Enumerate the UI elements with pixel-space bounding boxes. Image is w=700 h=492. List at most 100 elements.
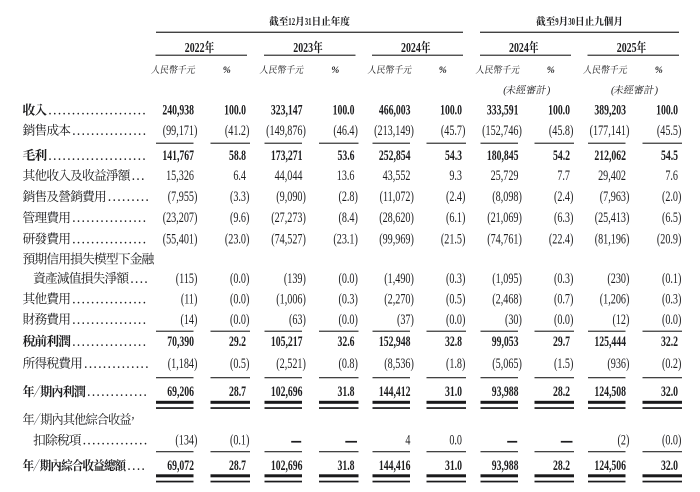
svg-text:(6.3): (6.3) bbox=[554, 210, 573, 226]
svg-text:69,072: 69,072 bbox=[167, 457, 194, 474]
svg-text:2023: 2023 bbox=[293, 39, 313, 55]
svg-text:102,696: 102,696 bbox=[271, 457, 303, 474]
svg-text:(11): (11) bbox=[181, 291, 198, 307]
svg-text:(1,006): (1,006) bbox=[276, 291, 306, 307]
svg-text:93,988: 93,988 bbox=[492, 457, 519, 474]
svg-text:(7,955): (7,955) bbox=[168, 188, 198, 204]
svg-text:54.2: 54.2 bbox=[553, 147, 570, 164]
svg-text:(0.0): (0.0) bbox=[662, 311, 681, 327]
svg-text:(0.0): (0.0) bbox=[338, 311, 357, 327]
svg-text:333,591: 333,591 bbox=[487, 102, 519, 119]
svg-text:2025: 2025 bbox=[617, 39, 637, 55]
svg-text:7.7: 7.7 bbox=[557, 167, 570, 183]
svg-text:2024: 2024 bbox=[509, 39, 529, 55]
svg-text:.....................: ..................... bbox=[49, 107, 148, 118]
svg-text:323,147: 323,147 bbox=[271, 102, 303, 119]
svg-text:(0.5): (0.5) bbox=[446, 291, 465, 307]
svg-text:(: ( bbox=[611, 86, 615, 97]
svg-text:....: .... bbox=[128, 462, 147, 473]
svg-text:................: ................ bbox=[73, 235, 148, 246]
svg-text:(0.0): (0.0) bbox=[338, 270, 357, 286]
svg-text:(0.0): (0.0) bbox=[662, 432, 681, 448]
svg-text:(5,065): (5,065) bbox=[492, 355, 522, 371]
svg-text:(21,069): (21,069) bbox=[487, 210, 522, 226]
svg-text:(1.8): (1.8) bbox=[446, 355, 465, 371]
svg-text:9.3: 9.3 bbox=[449, 167, 462, 183]
svg-text:(0.0): (0.0) bbox=[230, 291, 249, 307]
svg-text:28.7: 28.7 bbox=[229, 457, 247, 474]
svg-text:2022: 2022 bbox=[185, 39, 205, 55]
svg-text:69,206: 69,206 bbox=[167, 383, 194, 400]
svg-text:(0.1): (0.1) bbox=[230, 432, 249, 448]
svg-text:%: % bbox=[439, 65, 447, 76]
svg-text:70,390: 70,390 bbox=[167, 333, 194, 350]
svg-text:(2.8): (2.8) bbox=[338, 188, 357, 204]
svg-text:100.0: 100.0 bbox=[548, 102, 570, 119]
svg-text:32.0: 32.0 bbox=[661, 457, 678, 474]
svg-text:.........: ......... bbox=[108, 193, 150, 204]
svg-text:58.8: 58.8 bbox=[229, 147, 246, 164]
svg-text:31.0: 31.0 bbox=[445, 457, 462, 474]
svg-text:(2.4): (2.4) bbox=[446, 188, 465, 204]
svg-text:0.0: 0.0 bbox=[449, 432, 462, 448]
svg-text:................: ................ bbox=[73, 127, 148, 138]
svg-text:%: % bbox=[655, 65, 663, 76]
svg-text:180,845: 180,845 bbox=[487, 147, 519, 164]
svg-text:144,416: 144,416 bbox=[379, 457, 411, 474]
svg-text:................: ................ bbox=[73, 295, 148, 306]
svg-text:(12): (12) bbox=[612, 311, 629, 327]
svg-text:(23.0): (23.0) bbox=[225, 231, 250, 247]
svg-text:(2,270): (2,270) bbox=[384, 291, 414, 307]
svg-text:(0.8): (0.8) bbox=[338, 355, 357, 371]
svg-text:141,767: 141,767 bbox=[162, 147, 194, 164]
svg-text:(: ( bbox=[503, 86, 507, 97]
svg-text:(23,207): (23,207) bbox=[163, 210, 198, 226]
svg-text:125,444: 125,444 bbox=[594, 333, 626, 350]
svg-text:389,203: 389,203 bbox=[594, 102, 626, 119]
svg-text:(0.0): (0.0) bbox=[230, 270, 249, 286]
svg-text:(55,401): (55,401) bbox=[163, 231, 198, 247]
svg-text:31.8: 31.8 bbox=[337, 457, 354, 474]
svg-text:(213,149): (213,149) bbox=[374, 122, 414, 138]
svg-text:%: % bbox=[223, 65, 231, 76]
svg-text:(1,095): (1,095) bbox=[492, 270, 522, 286]
svg-text:29.7: 29.7 bbox=[553, 333, 571, 350]
svg-text:(41.2): (41.2) bbox=[225, 122, 250, 138]
svg-text:(23.1): (23.1) bbox=[333, 231, 358, 247]
svg-text:(0.3): (0.3) bbox=[338, 291, 357, 307]
svg-text:12: 12 bbox=[288, 15, 295, 27]
svg-text:): ) bbox=[546, 86, 551, 97]
svg-text:31: 31 bbox=[305, 15, 312, 27]
svg-text:9: 9 bbox=[555, 15, 559, 27]
svg-text:(177,141): (177,141) bbox=[590, 122, 630, 138]
svg-text:28.7: 28.7 bbox=[229, 383, 247, 400]
svg-text:(134): (134) bbox=[175, 432, 197, 448]
svg-text:(81,196): (81,196) bbox=[595, 231, 630, 247]
svg-text:(27,273): (27,273) bbox=[271, 210, 306, 226]
svg-text:.....................: ..................... bbox=[49, 152, 148, 163]
svg-text:(45.7): (45.7) bbox=[441, 122, 466, 138]
svg-text:28.2: 28.2 bbox=[553, 457, 570, 474]
svg-text:(1.5): (1.5) bbox=[554, 355, 573, 371]
svg-text:(99,171): (99,171) bbox=[163, 122, 198, 138]
svg-text:(99,969): (99,969) bbox=[379, 231, 414, 247]
svg-text:(6.5): (6.5) bbox=[662, 210, 681, 226]
svg-text:(11,072): (11,072) bbox=[380, 188, 414, 204]
svg-text:(14): (14) bbox=[180, 311, 197, 327]
svg-text:32.6: 32.6 bbox=[337, 333, 354, 350]
svg-text:144,412: 144,412 bbox=[379, 383, 411, 400]
svg-text:(45.8): (45.8) bbox=[549, 122, 574, 138]
svg-text:(2.0): (2.0) bbox=[662, 188, 681, 204]
svg-text:7.6: 7.6 bbox=[665, 167, 678, 183]
svg-text:124,506: 124,506 bbox=[594, 457, 626, 474]
svg-text:173,271: 173,271 bbox=[271, 147, 303, 164]
svg-text:(74,761): (74,761) bbox=[487, 231, 522, 247]
svg-text:2024: 2024 bbox=[401, 39, 421, 55]
svg-text:152,948: 152,948 bbox=[379, 333, 411, 350]
svg-text:(115): (115) bbox=[176, 270, 198, 286]
svg-text:(0.3): (0.3) bbox=[554, 270, 573, 286]
svg-text:100.0: 100.0 bbox=[224, 102, 246, 119]
svg-text:(8,098): (8,098) bbox=[492, 188, 522, 204]
svg-text:(2,521): (2,521) bbox=[276, 355, 306, 371]
svg-text:(2): (2) bbox=[618, 432, 630, 448]
